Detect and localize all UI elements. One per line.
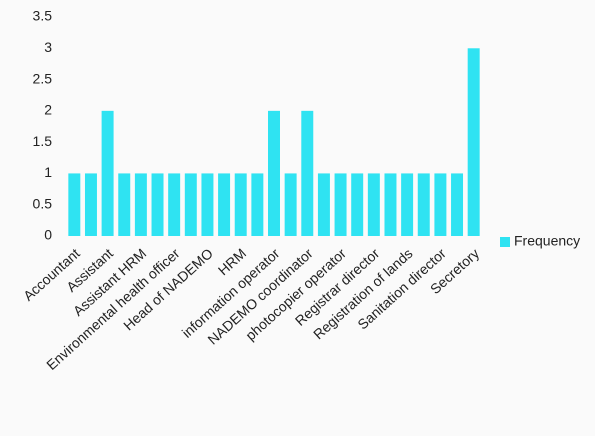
bar — [284, 173, 297, 236]
bar — [168, 173, 181, 236]
y-tick-label: 1 — [44, 164, 52, 180]
bar — [417, 173, 430, 236]
bar — [367, 173, 380, 236]
bar — [251, 173, 264, 236]
bar — [84, 173, 97, 236]
y-tick-label: 0 — [44, 227, 52, 243]
bar — [467, 48, 480, 237]
bar — [118, 173, 131, 236]
y-tick-label: 2 — [44, 102, 52, 118]
bar — [384, 173, 397, 236]
bar — [301, 110, 314, 236]
bar — [268, 110, 280, 236]
bar — [134, 173, 147, 236]
bar — [68, 173, 81, 236]
bar — [334, 173, 347, 236]
legend-swatch — [500, 237, 510, 247]
bar — [317, 173, 330, 236]
bar — [218, 173, 231, 236]
y-tick-label: 3 — [44, 39, 52, 55]
bar — [101, 110, 114, 236]
y-tick-label: 0.5 — [33, 195, 53, 211]
bar — [234, 173, 247, 236]
bar — [201, 173, 214, 236]
bar — [451, 173, 464, 236]
bar — [434, 173, 447, 236]
y-tick-label: 1.5 — [33, 133, 53, 149]
legend-label: Frequency — [514, 233, 580, 249]
y-tick-label: 3.5 — [33, 8, 53, 24]
bar — [401, 173, 414, 236]
bar — [184, 173, 197, 236]
bar — [151, 173, 164, 236]
y-tick-label: 2.5 — [33, 70, 53, 86]
bar — [351, 173, 364, 236]
